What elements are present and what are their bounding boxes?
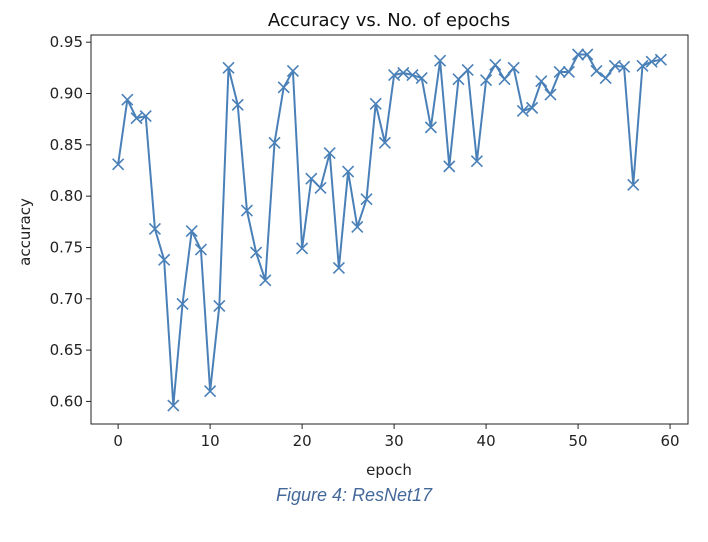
- data-point-marker: [176, 297, 189, 310]
- data-point-marker: [535, 75, 548, 88]
- data-point-marker: [314, 181, 327, 194]
- data-point-marker: [268, 136, 281, 149]
- data-point-marker: [204, 385, 217, 398]
- x-axis-label: epoch: [366, 461, 412, 479]
- data-point-marker: [139, 110, 152, 123]
- data-point-marker: [305, 172, 318, 185]
- data-point-marker: [406, 68, 419, 82]
- data-point-marker: [158, 253, 171, 266]
- y-tick-label: 0.75: [50, 238, 83, 256]
- y-tick-label: 0.60: [50, 392, 83, 410]
- data-point-marker: [452, 73, 465, 86]
- data-point-marker: [415, 72, 428, 85]
- data-point-marker: [654, 53, 667, 66]
- data-point-marker: [231, 98, 244, 111]
- data-point-marker: [498, 73, 511, 86]
- data-point-marker: [572, 48, 585, 61]
- data-point-marker: [296, 242, 309, 255]
- y-tick-label: 0.65: [50, 341, 83, 359]
- chart-title: Accuracy vs. No. of epochs: [268, 10, 510, 31]
- x-tick-label: 40: [477, 432, 496, 450]
- data-point-marker: [507, 61, 520, 74]
- data-point-marker: [351, 220, 364, 233]
- figure-caption: Figure 4: ResNet17: [275, 485, 433, 505]
- x-tick-label: 10: [201, 432, 220, 450]
- data-point-marker: [388, 68, 401, 82]
- data-point-marker: [130, 112, 143, 125]
- data-point-marker: [222, 61, 235, 74]
- data-point-marker: [240, 204, 253, 217]
- data-point-marker: [461, 63, 474, 76]
- x-axis-ticks: 0 10 20 30 40 50 60: [113, 424, 680, 450]
- y-tick-label: 0.70: [50, 290, 83, 308]
- data-point-marker: [332, 261, 345, 275]
- data-point-marker: [636, 59, 649, 72]
- data-point-marker: [250, 246, 263, 259]
- y-tick-label: 0.85: [50, 136, 83, 154]
- y-tick-label: 0.95: [50, 33, 83, 51]
- data-point-marker: [112, 158, 125, 171]
- y-tick-label: 0.80: [50, 187, 83, 205]
- data-point-marker: [148, 222, 161, 236]
- x-tick-label: 20: [293, 432, 312, 450]
- data-point-marker: [590, 64, 603, 77]
- data-point-marker: [553, 65, 566, 79]
- series-line: [117, 53, 662, 407]
- data-point-marker: [470, 155, 483, 168]
- data-point-marker: [277, 81, 290, 94]
- x-tick-label: 0: [113, 432, 123, 450]
- data-point-marker: [434, 54, 447, 67]
- data-point-marker: [516, 104, 529, 118]
- accuracy-chart: Accuracy vs. No. of epochs 0.600.650.700…: [16, 10, 689, 479]
- data-point-marker: [526, 101, 539, 114]
- y-axis-label: accuracy: [16, 198, 34, 266]
- data-point-marker: [167, 399, 180, 412]
- data-point-marker: [378, 136, 391, 149]
- data-point-marker: [627, 178, 640, 191]
- x-tick-label: 60: [661, 432, 680, 450]
- data-point-marker: [369, 97, 382, 110]
- data-point-marker: [544, 88, 557, 101]
- data-point-marker: [259, 274, 272, 287]
- y-tick-label: 0.90: [50, 85, 83, 103]
- data-point-marker: [480, 74, 493, 87]
- data-point-marker: [443, 160, 456, 173]
- data-point-marker: [599, 72, 612, 85]
- data-point-marker: [323, 146, 336, 160]
- data-point-marker: [581, 48, 594, 61]
- data-point-marker: [185, 224, 198, 238]
- y-axis-ticks: 0.60 0.65 0.70 0.75 0.80 0.85 0.90 0.95: [50, 33, 91, 410]
- data-point-marker: [342, 165, 355, 178]
- data-point-marker: [286, 64, 299, 77]
- data-point-marker: [397, 66, 410, 80]
- data-point-marker: [489, 58, 502, 71]
- x-tick-label: 50: [569, 432, 588, 450]
- data-point-marker: [618, 60, 631, 73]
- data-point-marker: [121, 93, 134, 106]
- data-point-marker: [194, 243, 207, 256]
- data-point-marker: [213, 299, 226, 313]
- plot-area-frame: [90, 34, 689, 425]
- data-point-marker: [360, 193, 373, 206]
- x-tick-label: 30: [385, 432, 404, 450]
- series-layer: [112, 48, 667, 412]
- data-point-marker: [562, 65, 575, 79]
- data-point-marker: [645, 55, 658, 68]
- data-point-marker: [424, 121, 437, 134]
